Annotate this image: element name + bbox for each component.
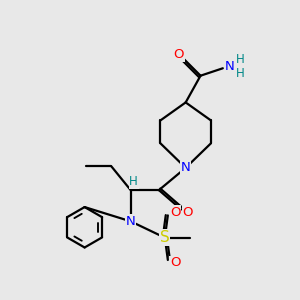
Text: O: O <box>182 206 193 219</box>
Text: O: O <box>174 48 184 62</box>
Text: O: O <box>170 206 181 219</box>
Text: N: N <box>224 60 234 73</box>
Text: N: N <box>126 215 136 228</box>
Text: H: H <box>236 67 245 80</box>
Text: O: O <box>170 256 181 269</box>
Text: N: N <box>181 161 190 174</box>
Text: H: H <box>129 175 138 188</box>
Text: H: H <box>236 53 245 66</box>
Text: S: S <box>160 230 170 245</box>
